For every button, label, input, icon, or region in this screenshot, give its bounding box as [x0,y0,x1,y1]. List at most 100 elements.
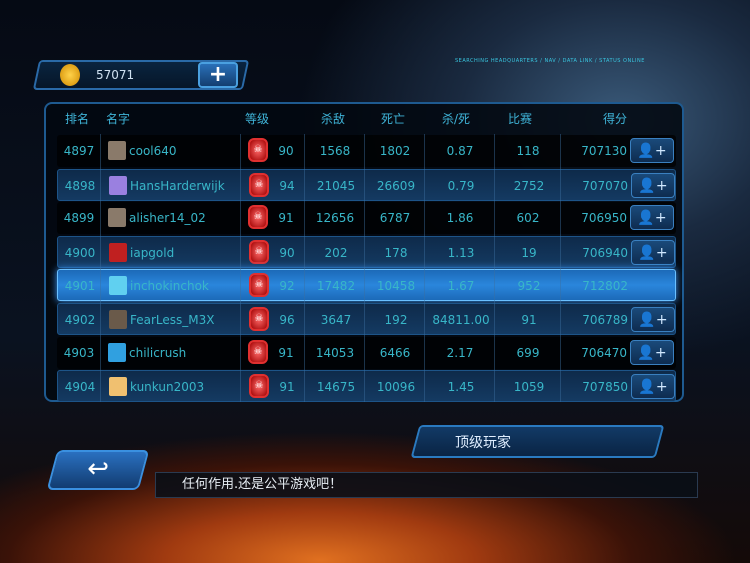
score-value: 712802 [582,279,628,294]
score-value: 706950 [581,211,627,226]
rank-badge-icon: ☠ [248,138,268,162]
level-value: 92 [279,279,295,294]
table-row[interactable]: ☠ 4900 iapgold 90 202 178 1.13 19 706940 👤+ [57,235,676,268]
gold-coin-icon [60,64,80,86]
player-name: inchokinchok [130,279,209,294]
avatar [109,175,127,195]
header-score: 得分 [603,112,628,126]
table-row[interactable]: ☠ 4901 inchokinchok 92 17482 10458 1.67 952 7128… [57,269,676,302]
column-divider [424,134,425,402]
deaths-value: 10096 [376,380,416,395]
level-value: 90 [278,144,294,158]
kd-value: 2.17 [446,345,474,360]
score-value: 707070 [582,178,628,193]
deaths-value: 26609 [376,178,416,193]
level-value: 91 [279,380,295,395]
currency-amount: 57071 [96,68,135,82]
kd-value: 1.45 [447,380,475,395]
add-currency-button[interactable]: + [198,62,238,88]
rank-badge-icon: ☠ [248,205,268,230]
kills-value: 3647 [320,313,352,327]
table-row[interactable]: ☠ 4903 chilicrush 91 14053 6466 2.17 699 706470 👤… [57,336,676,369]
player-name: iapgold [130,245,175,260]
level-value: 96 [279,313,295,327]
kd-value: 1.67 [447,279,475,294]
matches-value: 602 [516,211,540,226]
add-friend-button[interactable]: 👤+ [631,307,675,332]
header-name: 名字 [106,112,131,126]
player-name: kunkun2003 [130,380,205,395]
decorative-text: SEARCHING HEADQUARTERS / NAV / DATA LINK… [455,58,645,64]
kills-value: 14675 [316,380,356,395]
plus-icon: + [208,62,228,87]
back-button[interactable]: ↩ [46,450,150,490]
score-value: 706940 [582,245,628,260]
matches-value: 2752 [513,178,545,193]
header-deaths: 死亡 [381,112,406,126]
deaths-value: 178 [384,245,408,260]
rank-cell: 4897 [63,144,95,158]
kills-value: 12656 [315,211,355,226]
rank-cell: 4898 [64,178,96,193]
table-row[interactable]: ☠ 4904 kunkun2003 91 14675 10096 1.45 1059 70785… [57,370,676,403]
rank-badge-icon: ☠ [249,239,269,264]
player-name: FearLess_M3X [130,313,215,327]
column-divider [364,134,365,402]
score-value: 707850 [582,380,628,395]
chat-message: 任何作用.还是公平游戏吧！ [155,472,698,498]
matches-value: 19 [521,245,537,260]
matches-value: 952 [517,279,541,294]
matches-value: 1059 [513,380,545,395]
add-friend-button[interactable]: 👤+ [630,339,674,365]
rank-cell: 4902 [64,313,96,327]
score-value: 706470 [581,345,627,360]
kd-value: 0.87 [446,144,474,158]
table-row[interactable]: ☠ 4897 cool640 90 1568 1802 0.87 118 707130 👤+ [57,135,676,167]
avatar [109,310,127,329]
rank-badge-icon: ☠ [249,273,269,298]
table-row[interactable]: ☠ 4898 HansHarderwijk 94 21045 26609 0.79 2752 7… [57,168,676,201]
add-friend-button[interactable]: 👤+ [630,138,674,163]
deaths-value: 10458 [376,279,416,294]
rank-cell: 4900 [64,245,96,260]
level-value: 94 [279,178,295,193]
player-name: HansHarderwijk [130,178,225,193]
kd-value: 84811.00 [432,313,490,327]
score-value: 706789 [582,313,628,327]
add-friend-button[interactable]: 👤+ [631,374,675,400]
rank-badge-icon: ☠ [249,307,269,331]
top-players-label[interactable]: 顶级玩家 [455,435,511,451]
kd-value: 0.79 [447,178,475,193]
kd-value: 1.13 [447,245,475,260]
add-friend-button[interactable]: 👤+ [630,205,674,231]
deaths-value: 6466 [379,345,411,360]
rank-cell: 4903 [63,345,95,360]
deaths-value: 1802 [379,144,411,158]
add-friend-button[interactable]: 👤+ [631,239,675,265]
matches-value: 91 [521,313,537,327]
add-friend-button[interactable]: 👤+ [631,172,675,198]
kd-value: 1.86 [446,211,474,226]
header-matches: 比赛 [508,112,533,126]
level-value: 90 [279,245,295,260]
top-players-tab[interactable] [410,425,665,458]
column-divider [494,134,495,402]
rank-cell: 4904 [64,380,96,395]
column-divider [240,134,241,402]
matches-value: 118 [516,144,540,158]
header-level: 等级 [245,112,270,126]
avatar [108,141,126,160]
kills-value: 1568 [319,144,351,158]
table-row[interactable]: ☠ 4899 alisher14_02 91 12656 6787 1.86 602 70695… [57,202,676,235]
table-row[interactable]: ☠ 4902 FearLess_M3X 96 3647 192 84811.00 91 7067… [57,303,676,335]
rank-badge-icon: ☠ [249,172,269,197]
rank-cell: 4901 [64,279,96,294]
column-divider [560,134,561,402]
column-divider [100,134,101,402]
deaths-value: 192 [384,313,408,327]
rank-badge-icon: ☠ [248,339,268,364]
avatar [108,208,126,228]
back-arrow-icon: ↩ [87,454,110,484]
level-value: 91 [278,345,294,360]
kills-value: 17482 [316,279,356,294]
